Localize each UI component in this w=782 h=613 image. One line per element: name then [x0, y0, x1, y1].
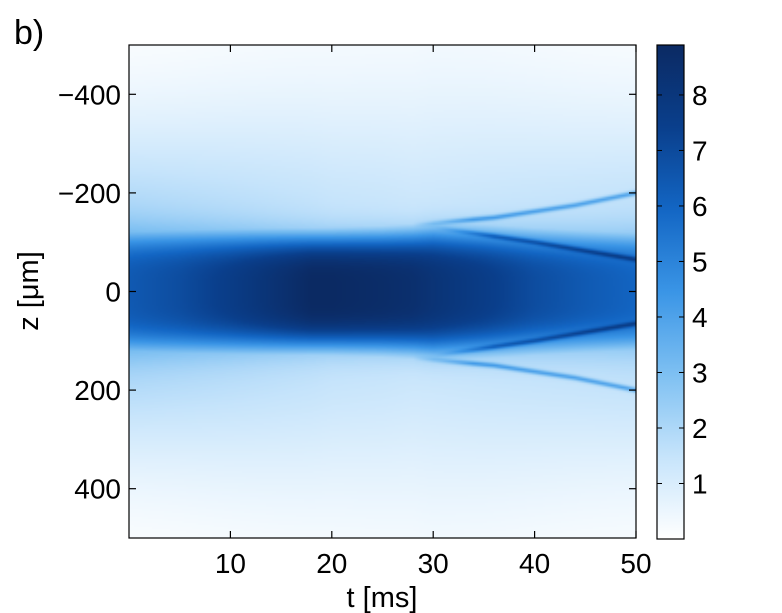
y-tick-label: −400 [58, 79, 121, 110]
y-tick-label: 400 [74, 474, 121, 505]
x-tick-label: 20 [316, 548, 347, 579]
x-tick-label: 10 [215, 548, 246, 579]
colorbar-tick-label: 4 [692, 302, 708, 333]
y-tick-label: 0 [105, 277, 121, 308]
x-axis-ticks: 10 20 30 40 50 [215, 45, 652, 579]
colorbar-ticks: 1 2 3 4 5 6 7 8 [657, 80, 708, 499]
x-tick-label: 30 [418, 548, 449, 579]
x-tick-label: 50 [620, 548, 651, 579]
colorbar-tick-label: 7 [692, 135, 708, 166]
colorbar-tick-label: 2 [692, 413, 708, 444]
colorbar-frame [656, 44, 685, 540]
x-tick-label: 40 [519, 548, 550, 579]
panel-label: b) [14, 14, 44, 52]
x-axis-label: t [ms] [347, 582, 418, 613]
colorbar-tick-label: 8 [692, 80, 708, 111]
y-tick-label: −200 [58, 178, 121, 209]
colorbar-tick-label: 5 [692, 246, 708, 277]
colorbar-tick-label: 1 [692, 468, 708, 499]
y-axis-ticks: −400 −200 0 200 400 [58, 79, 636, 505]
y-tick-label: 200 [74, 375, 121, 406]
heatmap-image [129, 45, 636, 538]
colorbar [657, 45, 684, 539]
colorbar-tick-label: 6 [692, 191, 708, 222]
colorbar-tick-label: 3 [692, 357, 708, 388]
y-axis-label: z [μm] [13, 251, 45, 331]
